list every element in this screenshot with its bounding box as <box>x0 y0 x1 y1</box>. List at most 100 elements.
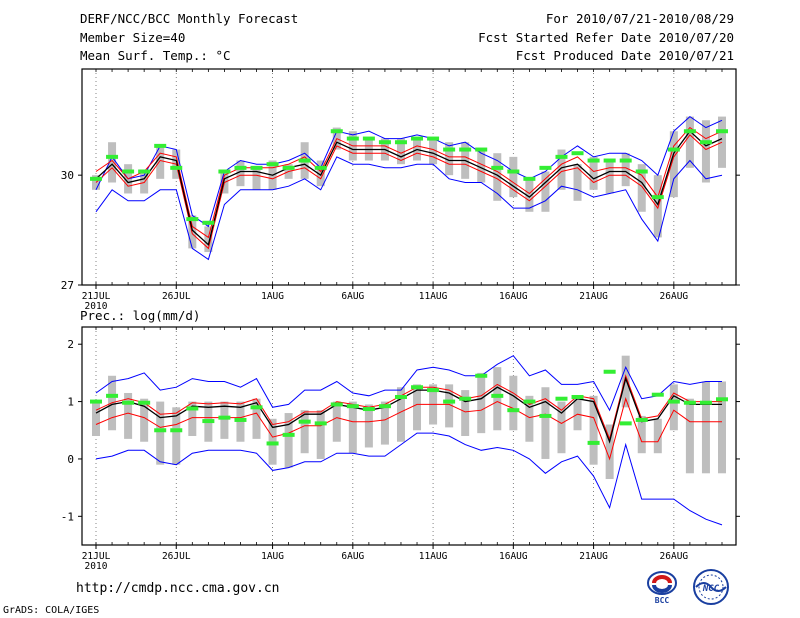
obs-marker <box>250 165 263 170</box>
obs-marker <box>250 405 263 410</box>
spread-box <box>92 401 100 436</box>
obs-marker <box>282 432 295 437</box>
prec-panel-title: Prec.: log(mm/d) <box>80 308 201 323</box>
x-tick-label: 26AUG <box>660 291 689 302</box>
obs-marker <box>571 394 584 399</box>
spread-box <box>573 395 582 431</box>
ensemble-mean-line <box>95 376 722 444</box>
ensemble-min-line <box>95 432 723 526</box>
ensemble-max-line <box>95 355 722 412</box>
obs-marker <box>154 143 167 148</box>
obs-marker <box>346 136 359 141</box>
obs-marker <box>699 400 712 405</box>
spread-box <box>669 384 678 431</box>
obs-marker <box>587 158 600 163</box>
obs-marker <box>122 400 135 405</box>
spread-box <box>589 156 598 190</box>
spread-box <box>525 395 534 442</box>
obs-marker <box>106 393 119 398</box>
obs-marker <box>603 158 616 163</box>
ensemble-mean-line <box>95 130 723 246</box>
spread-box <box>685 116 694 168</box>
source-url[interactable]: http://cmdp.ncc.cma.gov.cn <box>76 581 280 596</box>
obs-marker <box>330 402 343 407</box>
spread-box <box>541 387 550 459</box>
bcc-logo-text: BCC <box>655 596 670 605</box>
spread-box <box>220 401 229 439</box>
x-tick-label: 1AUG <box>261 551 284 562</box>
spread-box <box>124 392 133 439</box>
obs-marker <box>154 428 167 433</box>
x-tick-label: 16AUG <box>499 551 528 562</box>
x-tick-label: 21JUL <box>82 291 111 302</box>
obs-marker <box>378 404 391 409</box>
obs-marker <box>635 417 648 422</box>
plot-frame <box>81 326 737 546</box>
obs-marker <box>346 404 359 409</box>
x-tick-label: 6AUG <box>341 291 364 302</box>
obs-marker <box>394 140 407 145</box>
obs-marker <box>651 392 664 397</box>
obs-marker <box>427 388 440 393</box>
x-tick-label: 11AUG <box>419 551 448 562</box>
spread-box <box>445 142 454 176</box>
x-tick-label: 26AUG <box>660 551 689 562</box>
spread-box <box>316 160 325 187</box>
x-tick-label: 26JUL <box>162 291 191 302</box>
x-tick-label: 16AUG <box>499 291 528 302</box>
spread-box <box>589 395 598 465</box>
obs-marker <box>587 440 600 445</box>
spread-box <box>140 398 149 442</box>
spread-box <box>605 424 614 480</box>
spread-box <box>204 226 213 253</box>
obs-marker <box>555 396 568 401</box>
obs-marker <box>218 169 231 174</box>
spread-box <box>637 415 646 454</box>
obs-marker <box>298 419 311 424</box>
x-tick-label: 6AUG <box>341 551 364 562</box>
obs-marker <box>491 165 504 170</box>
obs-marker <box>571 151 584 156</box>
spread-box <box>685 398 694 474</box>
spread-box <box>284 413 293 468</box>
obs-marker <box>651 195 664 200</box>
spread-box <box>493 367 502 431</box>
obs-marker <box>411 385 424 390</box>
spread-box <box>396 387 405 442</box>
spread-box <box>348 401 357 454</box>
obs-marker <box>202 419 215 424</box>
x-tick-label: 21JUL <box>82 551 111 562</box>
x-year-label: 2010 <box>85 561 108 572</box>
obs-marker <box>266 441 279 446</box>
obs-marker <box>202 220 215 225</box>
spread-box <box>637 164 646 212</box>
spread-box <box>413 384 422 431</box>
inner-upper-line <box>95 374 722 441</box>
spread-box <box>461 390 470 436</box>
grads-credit: GrADS: COLA/IGES <box>3 605 100 616</box>
spread-box <box>156 145 165 179</box>
obs-marker <box>266 162 279 167</box>
spread-box <box>188 401 197 436</box>
spread-box <box>509 156 518 198</box>
spread-box <box>557 149 566 190</box>
spread-box <box>316 410 325 459</box>
y-tick-label: 1 <box>67 396 74 409</box>
obs-marker <box>90 399 102 404</box>
spread-box <box>429 138 438 165</box>
obs-marker <box>394 394 407 399</box>
spread-box <box>332 401 341 442</box>
inner-lower-line <box>95 397 722 461</box>
member-size: Member Size=40 <box>80 30 186 45</box>
bcc-logo: BCC <box>640 568 684 606</box>
forecast-started-date: Fcst Started Refer Date 2010/07/20 <box>478 30 734 45</box>
obs-marker <box>491 393 504 398</box>
forecast-period: For 2010/07/21-2010/08/29 <box>545 11 734 26</box>
obs-marker <box>523 176 536 181</box>
x-tick-label: 11AUG <box>419 291 448 302</box>
obs-marker <box>411 136 424 141</box>
ensemble-min-line <box>95 156 723 261</box>
obs-marker <box>619 421 632 426</box>
obs-marker <box>234 417 247 422</box>
